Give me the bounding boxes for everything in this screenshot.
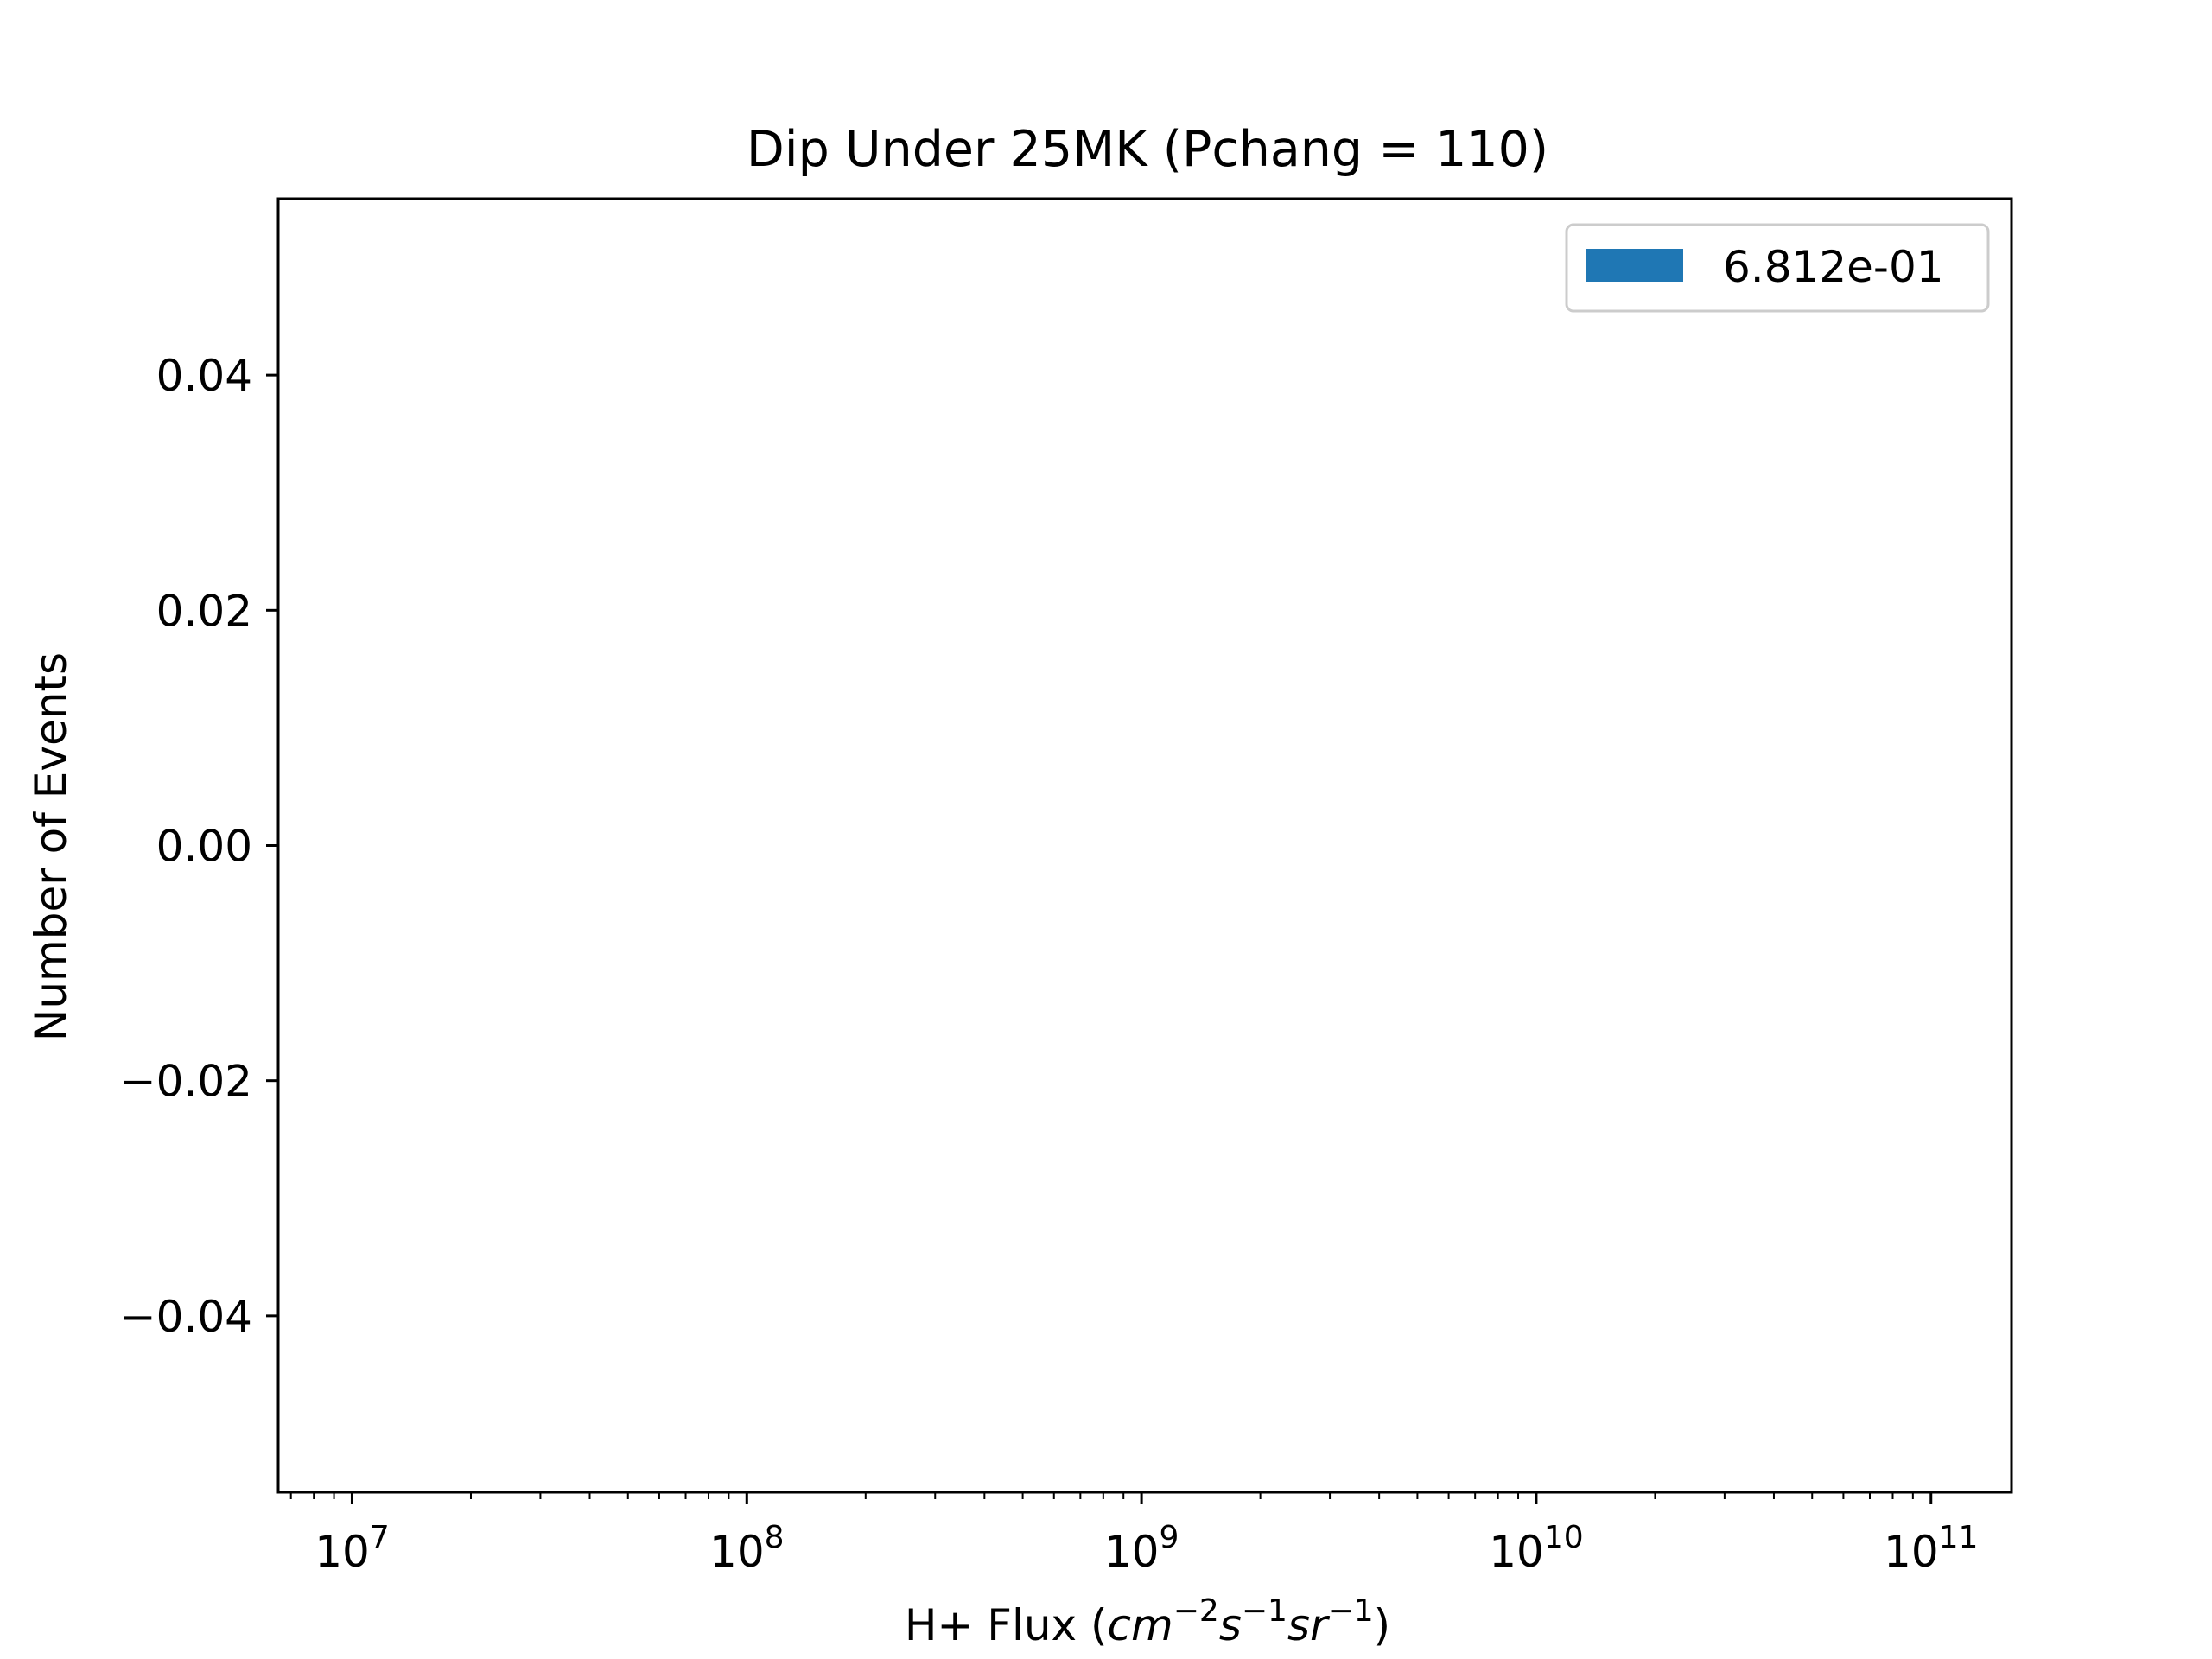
chart-title: Dip Under 25MK (Pchang = 110) — [747, 121, 1548, 178]
x-axis: 107 108 109 1010 1011 — [289, 1492, 1978, 1577]
y-tick-label: 0.02 — [156, 586, 252, 636]
x-tick-label: 108 — [709, 1520, 785, 1577]
x-tick-label: 1011 — [1884, 1520, 1978, 1577]
legend-swatch — [1586, 249, 1683, 282]
legend-frame — [1565, 223, 1990, 313]
x-tick-label: 1010 — [1489, 1520, 1583, 1577]
plot-frame — [276, 197, 2013, 1494]
x-tick-label: 109 — [1104, 1520, 1179, 1577]
y-tick-label: 0.00 — [156, 822, 252, 872]
y-axis: 0.04 0.02 0.00 −0.02 −0.04 — [120, 351, 278, 1342]
legend: 6.812e-01 — [1565, 223, 1990, 313]
x-axis-label: H+ Flux (cm−2s−1sr−1) — [905, 1593, 1390, 1650]
x-tick-label: 107 — [315, 1520, 390, 1577]
y-axis-label: Number of Events — [26, 652, 76, 1041]
legend-label: 6.812e-01 — [1723, 242, 1944, 292]
y-tick-label: 0.04 — [156, 351, 252, 401]
y-tick-label: −0.04 — [120, 1292, 252, 1342]
y-tick-label: −0.02 — [120, 1057, 252, 1107]
plot-area — [278, 199, 2012, 1492]
